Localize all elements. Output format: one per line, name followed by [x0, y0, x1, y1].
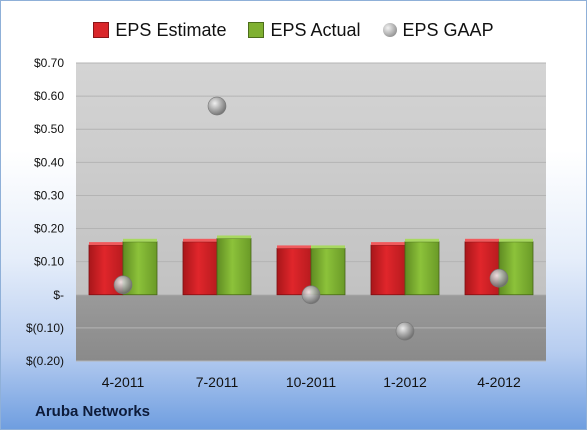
x-tick-label: 1-2012	[383, 374, 427, 390]
bar-eps-actual-top	[499, 238, 533, 242]
bar-eps-estimate	[370, 244, 406, 296]
legend: EPS Estimate EPS Actual EPS GAAP	[1, 17, 586, 43]
bar-eps-estimate-top	[371, 242, 405, 246]
y-tick-label: $(0.10)	[26, 321, 64, 335]
bar-eps-estimate-top	[183, 238, 217, 242]
bar-eps-estimate-top	[277, 245, 311, 249]
y-tick-label: $(0.20)	[26, 354, 64, 368]
bar-eps-actual-top	[123, 238, 157, 242]
point-eps-gaap	[489, 268, 509, 288]
y-tick-label: $0.70	[34, 56, 64, 70]
point-eps-gaap	[395, 321, 415, 341]
bar-eps-actual	[404, 241, 440, 296]
x-tick-label: 4-2011	[102, 374, 145, 390]
legend-item-estimate: EPS Estimate	[93, 20, 226, 41]
y-tick-label: $0.40	[34, 155, 64, 169]
legend-item-gaap: EPS GAAP	[382, 19, 494, 41]
bar-eps-actual-top	[311, 245, 345, 249]
legend-swatch-actual	[248, 22, 265, 38]
legend-label-estimate: EPS Estimate	[115, 19, 227, 40]
company-name: Aruba Networks	[35, 403, 151, 420]
plot-area: $0.70 $0.60 $0.50 $0.40 $0.30 $0.20 $0.10 $- $(0…	[26, 56, 546, 390]
point-eps-gaap	[113, 275, 133, 295]
bar-eps-actual	[498, 241, 534, 296]
bar-eps-estimate-top	[89, 242, 123, 246]
point-eps-gaap	[301, 285, 321, 305]
y-tick-label: $0.30	[34, 188, 64, 202]
x-tick-label: 7-2011	[196, 374, 239, 390]
x-tick-label: 10-2011	[286, 374, 337, 390]
y-tick-label: $-	[53, 288, 64, 302]
bar-eps-estimate	[464, 241, 500, 296]
x-tick-label: 4-2012	[477, 374, 521, 390]
y-tick-label: $0.50	[34, 122, 64, 136]
bar-eps-estimate-top	[465, 238, 499, 242]
y-tick-label: $0.10	[34, 255, 64, 269]
bar-eps-actual	[310, 248, 346, 296]
bar-eps-actual-top	[405, 238, 439, 242]
legend-item-actual: EPS Actual	[248, 19, 361, 41]
legend-swatch-estimate	[93, 22, 110, 38]
y-tick-label: $0.60	[34, 89, 64, 103]
legend-label-actual: EPS Actual	[270, 19, 361, 40]
point-eps-gaap	[207, 96, 227, 116]
y-tick-label: $0.20	[34, 222, 64, 236]
legend-label-gaap: EPS GAAP	[402, 19, 494, 40]
bar-eps-estimate	[182, 241, 218, 296]
bar-eps-actual-top	[217, 235, 251, 239]
bar-eps-actual	[216, 238, 252, 296]
legend-swatch-gaap	[382, 23, 397, 37]
